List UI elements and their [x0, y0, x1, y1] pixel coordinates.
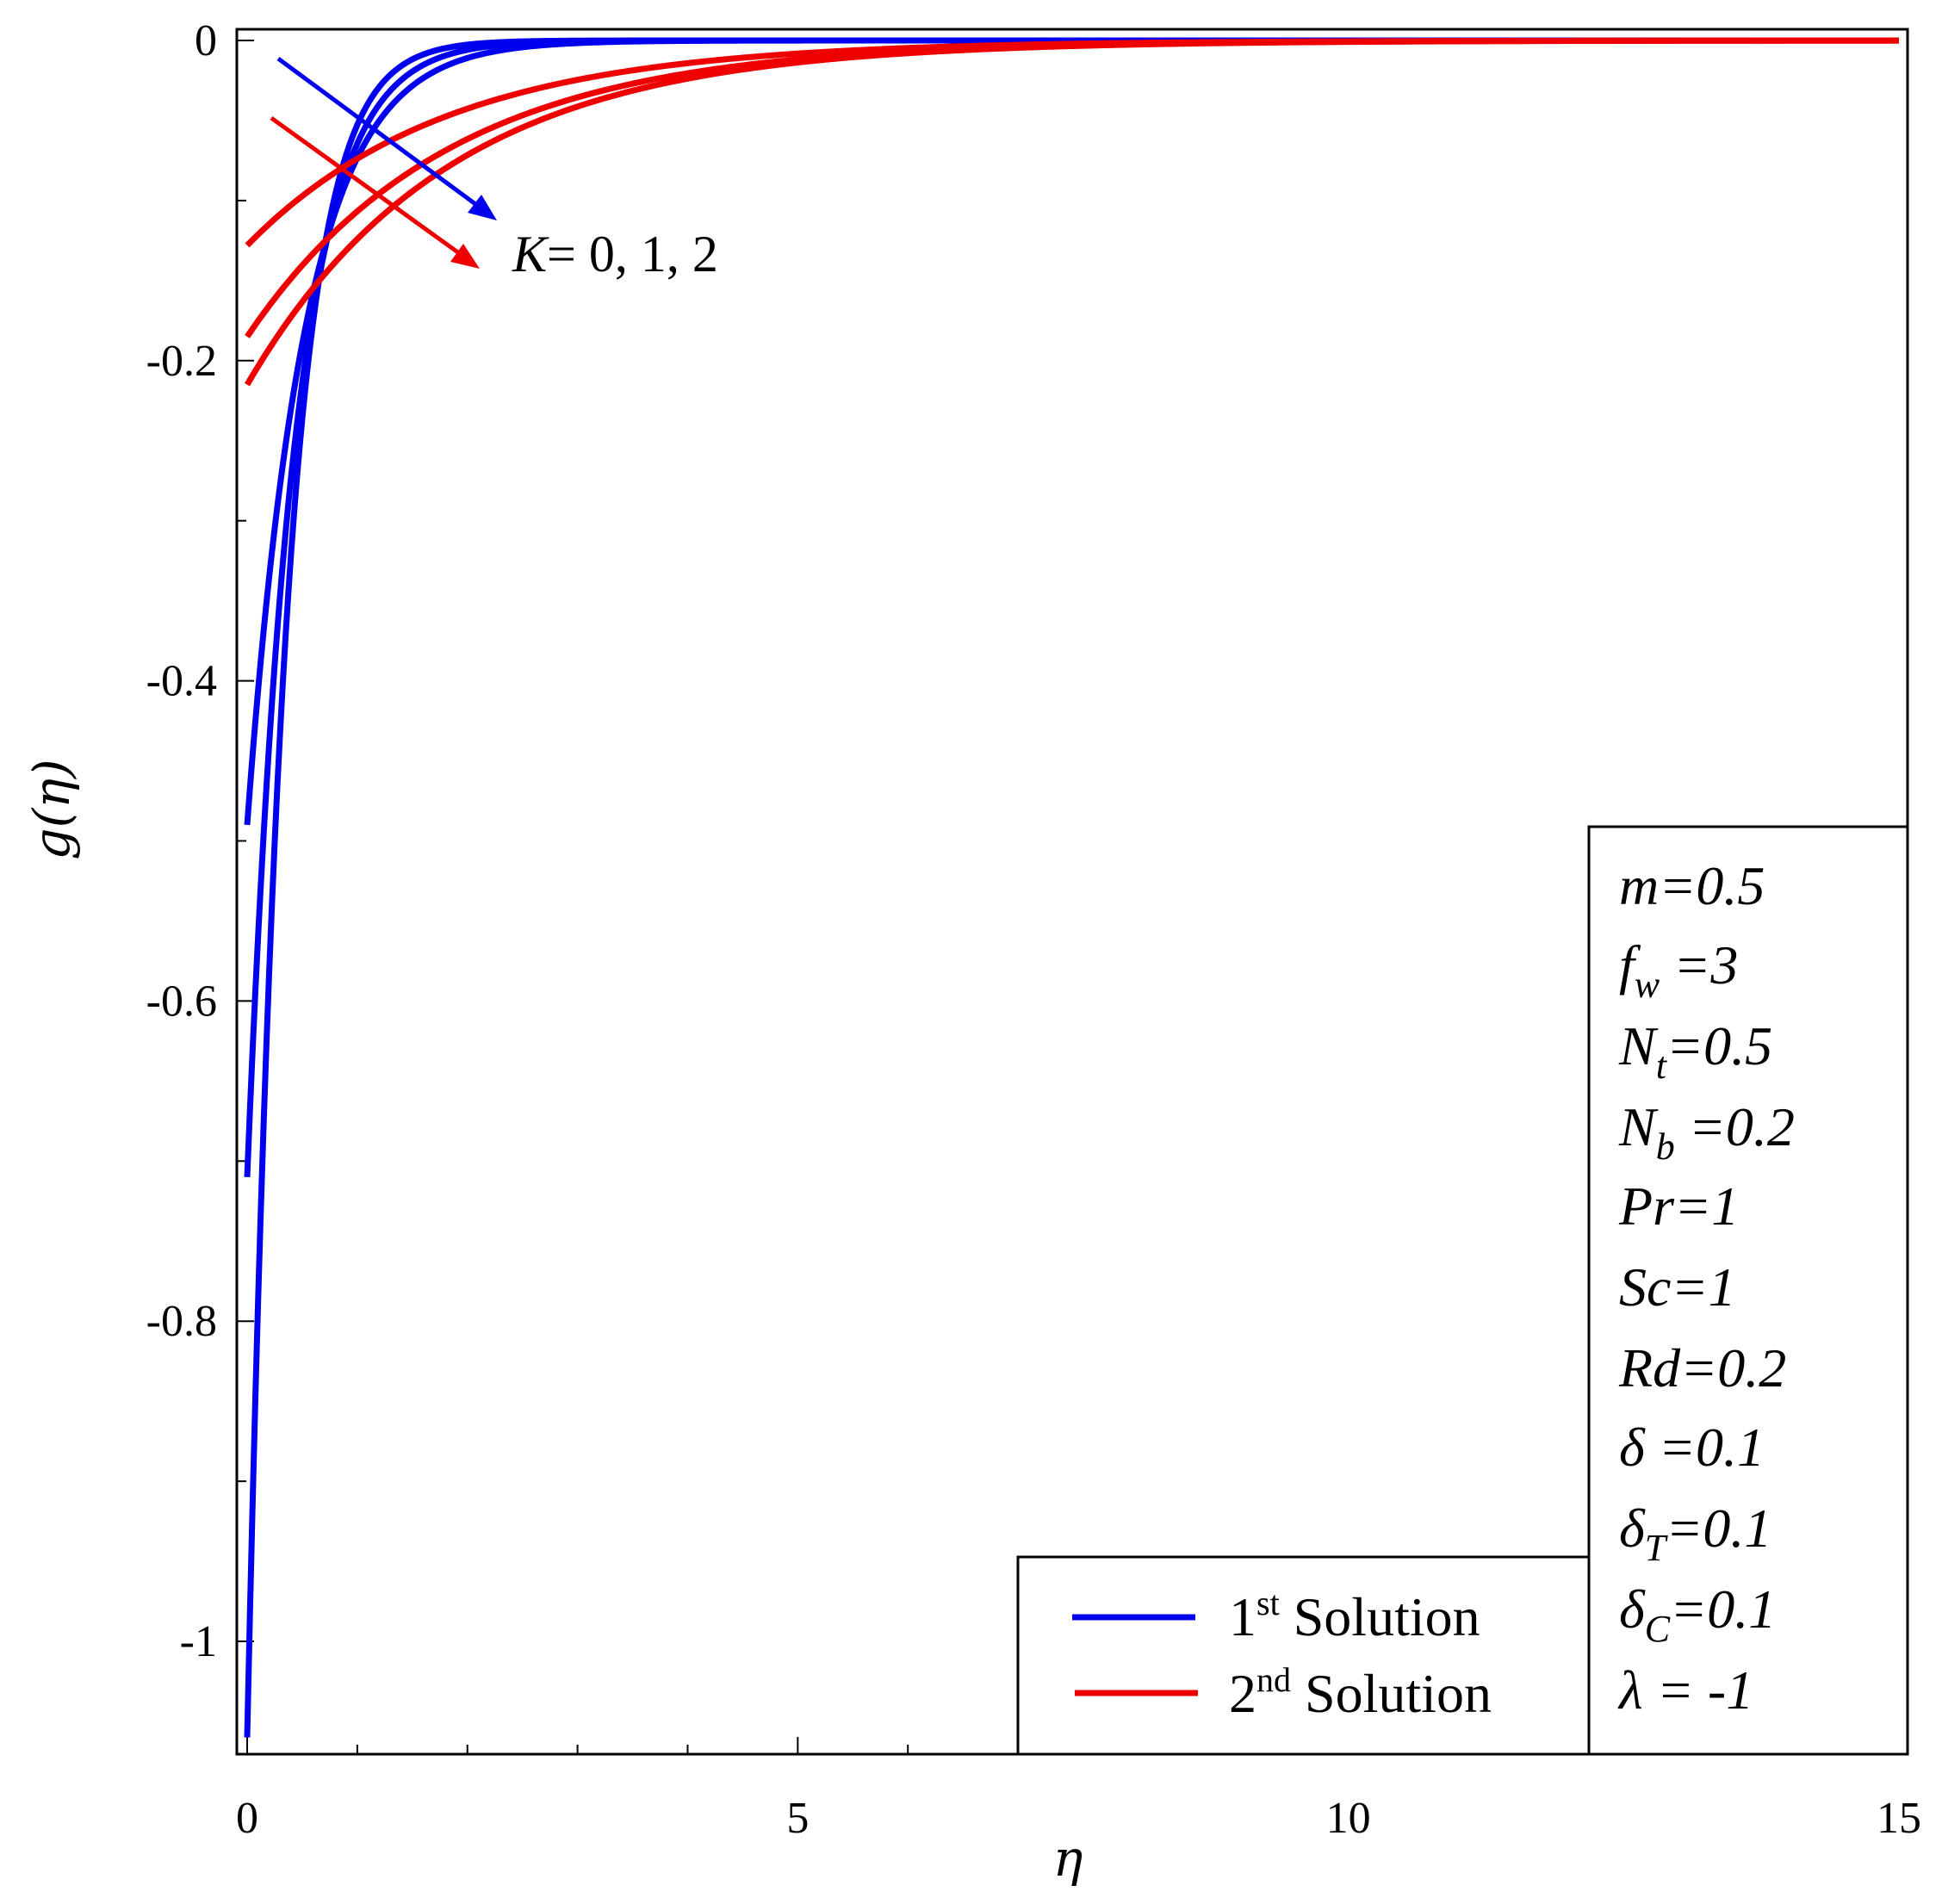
- param-delta: δ =0.1: [1619, 1417, 1765, 1478]
- axis-ticks: 0 5 10 15 0 -0.2 -0.4 -0.6 -0.8 -1: [146, 16, 1921, 1843]
- legend-label-1st: 1st Solution: [1229, 1584, 1480, 1647]
- legend-box: [1016, 1555, 1591, 1756]
- y-tick-label: -1: [180, 1617, 217, 1666]
- y-tick-label: -0.6: [146, 977, 217, 1026]
- curve-2nd-solution-k2: [244, 37, 1900, 387]
- curve-1st-solution-k2: [244, 37, 1900, 826]
- x-tick-label: 10: [1326, 1794, 1371, 1843]
- legend-label-2nd: 2nd Solution: [1229, 1660, 1492, 1724]
- param-fw: fw =3: [1619, 934, 1738, 1006]
- red-arrowhead: [450, 244, 480, 269]
- red-arrow-line: [270, 115, 473, 264]
- parameter-box-frame: [1587, 825, 1909, 1756]
- x-axis-label: η: [1053, 1829, 1083, 1888]
- x-tick-label: 15: [1877, 1794, 1921, 1843]
- param-rd: Rd=0.2: [1618, 1337, 1786, 1399]
- legend: 1st Solution 2nd Solution: [1016, 1555, 1591, 1756]
- blue-arrow-line: [276, 56, 490, 216]
- curves: [244, 37, 1900, 1738]
- param-delta-t: δT=0.1: [1619, 1498, 1771, 1569]
- param-sc: Sc=1: [1619, 1256, 1736, 1318]
- curve-2nd-solution-k1: [245, 37, 1900, 338]
- param-nt: Nt=0.5: [1618, 1015, 1772, 1087]
- param-lambda: λ = -1: [1617, 1659, 1753, 1721]
- y-tick-label: -0.2: [146, 337, 217, 386]
- x-tick-label: 5: [786, 1794, 809, 1843]
- k-arrows: [270, 56, 497, 269]
- blue-arrowhead: [468, 195, 497, 220]
- y-tick-label: -0.8: [146, 1297, 217, 1346]
- param-delta-c: δC=0.1: [1619, 1578, 1776, 1650]
- y-tick-label: -0.4: [146, 657, 217, 706]
- parameter-box: m=0.5 fw =3 Nt=0.5 Nb =0.2 Pr=1 Sc=1 Rd=…: [1587, 825, 1909, 1756]
- k-annotation: K= 0, 1, 2: [512, 226, 718, 282]
- y-axis-label: g(η): [22, 759, 81, 859]
- param-pr: Pr=1: [1618, 1175, 1739, 1237]
- param-m: m=0.5: [1619, 855, 1765, 916]
- x-tick-label: 0: [236, 1794, 258, 1843]
- y-tick-label: 0: [195, 16, 217, 65]
- param-nb: Nb =0.2: [1618, 1096, 1795, 1168]
